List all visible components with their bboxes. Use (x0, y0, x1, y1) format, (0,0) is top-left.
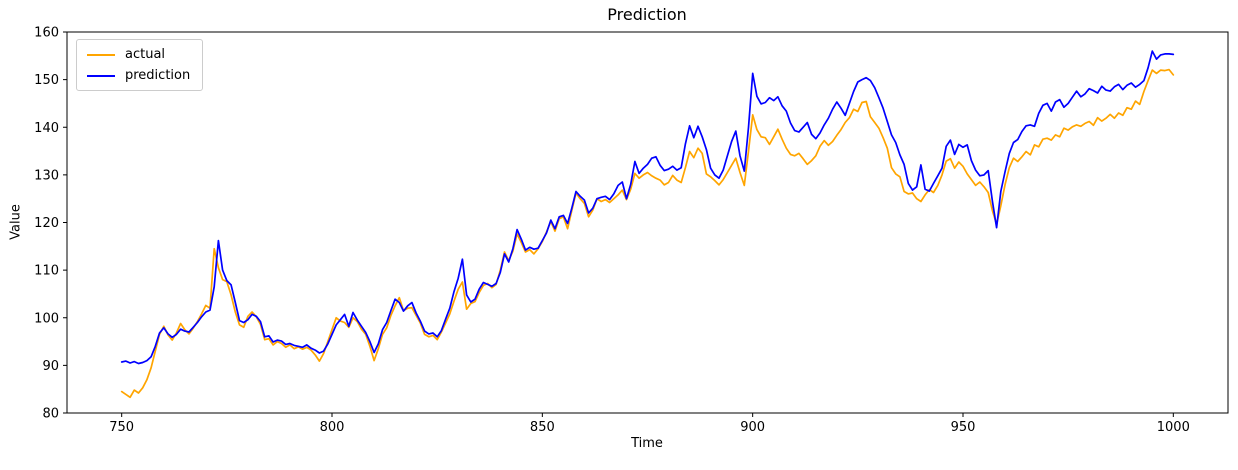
x-tick-label: 850 (530, 420, 555, 435)
y-tick-label: 110 (34, 264, 59, 279)
prediction-series-line (120, 50, 1175, 365)
x-axis-label: Time (631, 436, 663, 451)
y-tick-label: 80 (42, 407, 59, 422)
chart-title: Prediction (607, 5, 687, 24)
legend-label-prediction: prediction (125, 68, 191, 83)
legend: actual prediction (76, 39, 204, 91)
y-tick-label: 150 (34, 73, 59, 88)
prediction-line-swatch (87, 74, 115, 77)
y-axis-label: Value (8, 204, 24, 240)
x-tick-label: 750 (109, 420, 134, 435)
legend-item-actual: actual (87, 47, 190, 62)
x-tick-label: 1000 (1157, 420, 1190, 435)
y-tick-label: 90 (42, 359, 59, 374)
x-tick-label: 950 (951, 420, 976, 435)
y-tick-label: 130 (34, 168, 59, 183)
legend-label-actual: actual (125, 47, 166, 62)
x-tick-label: 900 (740, 420, 765, 435)
y-tick-label: 140 (34, 121, 59, 136)
legend-item-prediction: prediction (87, 68, 190, 83)
y-tick-label: 100 (34, 311, 59, 326)
x-tick-label: 800 (320, 420, 345, 435)
axes-frame (66, 31, 1229, 414)
actual-line-swatch (87, 53, 115, 56)
actual-series-line (120, 68, 1175, 399)
y-tick-label: 160 (34, 26, 59, 41)
y-tick-label: 120 (34, 216, 59, 231)
